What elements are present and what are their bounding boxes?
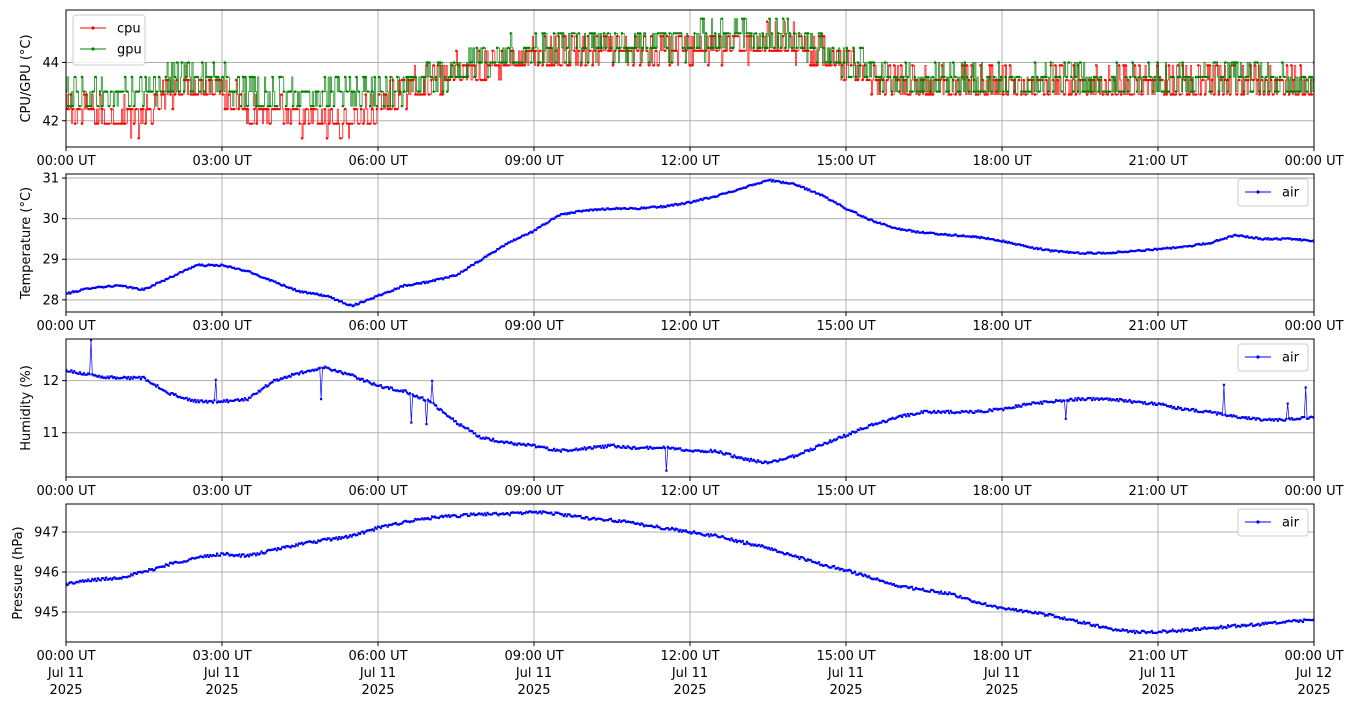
y-axis-label: Temperature (°C) xyxy=(19,187,34,300)
x-tick-label: 18:00 UT xyxy=(972,319,1031,334)
series-air-4 xyxy=(66,510,1314,635)
legend-box xyxy=(1237,508,1309,537)
x-tick-date-label: 2025 xyxy=(1297,683,1330,698)
x-tick-label: 09:00 UT xyxy=(504,154,563,169)
x-tick-label: 00:00 UT xyxy=(36,319,95,334)
x-tick-label: 18:00 UT xyxy=(972,649,1031,664)
series-air-2 xyxy=(66,178,1314,308)
panel-3: 11 12 Humidity (%) 00:00 UT 03:00 UT 06:00 UT… xyxy=(19,338,1344,499)
x-tick-date-label: Jul 11 xyxy=(827,666,864,681)
x-tick-label: 06:00 UT xyxy=(348,154,407,169)
series-gpu-1 xyxy=(66,17,1314,108)
legend-box xyxy=(1237,343,1309,372)
x-tick-label: 18:00 UT xyxy=(972,484,1031,499)
x-tick-label: 00:00 UT xyxy=(1284,649,1343,664)
x-tick-label: 21:00 UT xyxy=(1128,319,1187,334)
y-tick-label: 946 xyxy=(34,566,59,581)
panel-2: 28 29 30 31 Temperature (°C) 00:00 UT 03:00 UT… xyxy=(19,172,1344,334)
x-tick-label: 09:00 UT xyxy=(504,484,563,499)
x-tick-label: 15:00 UT xyxy=(816,154,875,169)
legend-marker-cpu xyxy=(91,26,95,30)
x-tick-label: 06:00 UT xyxy=(348,649,407,664)
x-tick-label: 06:00 UT xyxy=(348,484,407,499)
legend-label-air: air xyxy=(1282,351,1300,366)
panel-4: 945 946 947 Pressure (hPa) 00:00 UT Jul 11 202… xyxy=(11,503,1344,698)
x-tick-label: 12:00 UT xyxy=(660,319,719,334)
x-tick-label: 03:00 UT xyxy=(192,319,251,334)
legend-marker-air xyxy=(1256,355,1260,359)
x-tick-label: 21:00 UT xyxy=(1128,649,1187,664)
legend-label-cpu: cpu xyxy=(117,22,141,37)
x-tick-date-label: 2025 xyxy=(517,683,550,698)
legend-label-air: air xyxy=(1282,186,1300,201)
x-tick-label: 03:00 UT xyxy=(192,484,251,499)
legend-marker-air xyxy=(1256,190,1260,194)
x-tick-label: 09:00 UT xyxy=(504,649,563,664)
y-tick-label: 947 xyxy=(34,526,59,541)
legend-label-air: air xyxy=(1282,516,1300,531)
y-tick-label: 31 xyxy=(42,172,59,187)
x-tick-date-label: Jul 11 xyxy=(47,666,84,681)
x-tick-label: 03:00 UT xyxy=(192,154,251,169)
y-axis-label: Humidity (%) xyxy=(19,365,34,451)
x-tick-label: 00:00 UT xyxy=(36,649,95,664)
legend: air xyxy=(1237,508,1309,537)
y-tick-label: 28 xyxy=(42,293,59,308)
x-tick-label: 12:00 UT xyxy=(660,484,719,499)
x-tick-label: 00:00 UT xyxy=(1284,154,1343,169)
legend-marker-air xyxy=(1256,520,1260,524)
x-tick-label: 00:00 UT xyxy=(1284,484,1343,499)
series-markers-gpu xyxy=(66,17,1314,108)
series-markers-air xyxy=(66,339,1314,472)
x-tick-date-label: 2025 xyxy=(49,683,82,698)
legend: cpu gpu xyxy=(72,14,146,66)
legend: air xyxy=(1237,343,1309,372)
x-tick-label: 21:00 UT xyxy=(1128,154,1187,169)
y-tick-label: 11 xyxy=(42,426,59,441)
y-tick-label: 29 xyxy=(42,253,59,268)
x-tick-date-label: Jul 11 xyxy=(359,666,396,681)
x-tick-label: 21:00 UT xyxy=(1128,484,1187,499)
series-air-3 xyxy=(66,339,1314,472)
x-tick-label: 06:00 UT xyxy=(348,319,407,334)
legend: air xyxy=(1237,178,1309,207)
y-tick-label: 945 xyxy=(34,606,59,621)
x-tick-label: 15:00 UT xyxy=(816,649,875,664)
x-tick-label: 00:00 UT xyxy=(1284,319,1343,334)
x-tick-date-label: Jul 12 xyxy=(1295,666,1332,681)
series-markers-air xyxy=(66,178,1314,308)
x-tick-date-label: Jul 11 xyxy=(203,666,240,681)
x-tick-label: 12:00 UT xyxy=(660,154,719,169)
x-tick-date-label: Jul 11 xyxy=(515,666,552,681)
x-tick-date-label: 2025 xyxy=(205,683,238,698)
legend-marker-gpu xyxy=(91,47,95,51)
x-tick-date-label: Jul 11 xyxy=(671,666,708,681)
x-tick-date-label: 2025 xyxy=(829,683,862,698)
x-tick-label: 03:00 UT xyxy=(192,649,251,664)
x-tick-label: 15:00 UT xyxy=(816,484,875,499)
x-tick-label: 00:00 UT xyxy=(36,154,95,169)
y-axis-label: CPU/GPU (°C) xyxy=(19,34,34,122)
y-tick-label: 42 xyxy=(42,114,59,129)
x-tick-date-label: Jul 11 xyxy=(983,666,1020,681)
series-markers-air xyxy=(66,510,1314,635)
x-tick-label: 15:00 UT xyxy=(816,319,875,334)
y-tick-label: 12 xyxy=(42,374,59,389)
y-tick-label: 44 xyxy=(42,56,59,71)
x-tick-label: 18:00 UT xyxy=(972,154,1031,169)
x-tick-label: 09:00 UT xyxy=(504,319,563,334)
y-tick-label: 30 xyxy=(42,212,59,227)
x-tick-date-label: 2025 xyxy=(361,683,394,698)
x-tick-date-label: 2025 xyxy=(1141,683,1174,698)
x-tick-date-label: 2025 xyxy=(985,683,1018,698)
y-axis-label: Pressure (hPa) xyxy=(11,526,26,619)
x-tick-label: 00:00 UT xyxy=(36,484,95,499)
panel-1: 42 44 CPU/GPU (°C) 00:00 UT 03:00 UT 06:00 UT… xyxy=(19,9,1344,169)
x-tick-date-label: 2025 xyxy=(673,683,706,698)
legend-box xyxy=(1237,178,1309,207)
x-tick-label: 12:00 UT xyxy=(660,649,719,664)
x-tick-date-label: Jul 11 xyxy=(1139,666,1176,681)
legend-label-gpu: gpu xyxy=(117,43,142,58)
